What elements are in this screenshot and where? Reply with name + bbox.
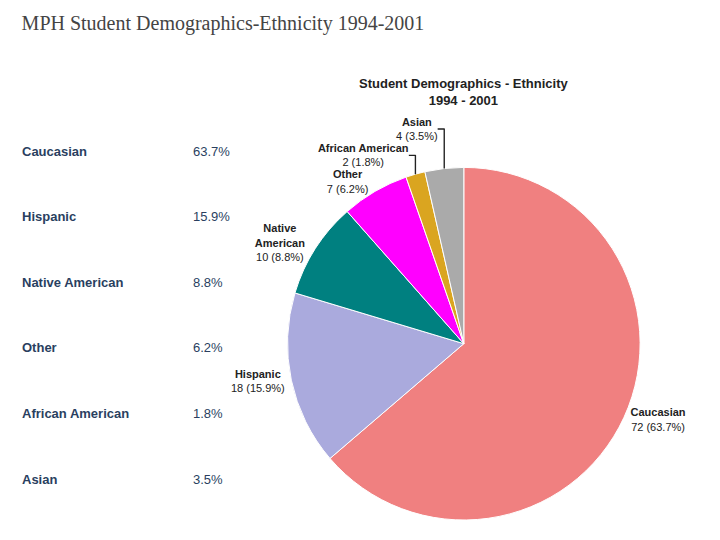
svg-text:Hispanic18 (15.9%): Hispanic18 (15.9%): [231, 368, 285, 394]
svg-text:8.8%: 8.8%: [193, 275, 223, 290]
svg-text:1.8%: 1.8%: [193, 406, 223, 421]
svg-text:African American2 (1.8%): African American2 (1.8%): [318, 142, 409, 168]
svg-text:African American: African American: [22, 406, 129, 421]
svg-text:Hispanic: Hispanic: [22, 209, 76, 224]
svg-text:Caucasian72 (63.7%): Caucasian72 (63.7%): [631, 406, 686, 432]
svg-text:3.5%: 3.5%: [193, 472, 223, 487]
svg-text:63.7%: 63.7%: [193, 144, 230, 159]
svg-text:15.9%: 15.9%: [193, 209, 230, 224]
svg-text:Asian4 (3.5%): Asian4 (3.5%): [396, 116, 438, 142]
svg-text:Asian: Asian: [22, 472, 57, 487]
svg-text:Caucasian: Caucasian: [22, 144, 87, 159]
svg-text:Native American: Native American: [22, 275, 123, 290]
svg-text:MPH Student Demographics-Ethni: MPH Student Demographics-Ethnicity 1994-…: [22, 12, 425, 35]
svg-text:6.2%: 6.2%: [193, 340, 223, 355]
svg-text:Other7 (6.2%): Other7 (6.2%): [327, 168, 369, 194]
svg-text:NativeAmerican10 (8.8%): NativeAmerican10 (8.8%): [255, 222, 305, 263]
svg-text:Student Demographics - Ethnici: Student Demographics - Ethnicity1994 - 2…: [359, 76, 569, 108]
svg-text:Other: Other: [22, 340, 57, 355]
